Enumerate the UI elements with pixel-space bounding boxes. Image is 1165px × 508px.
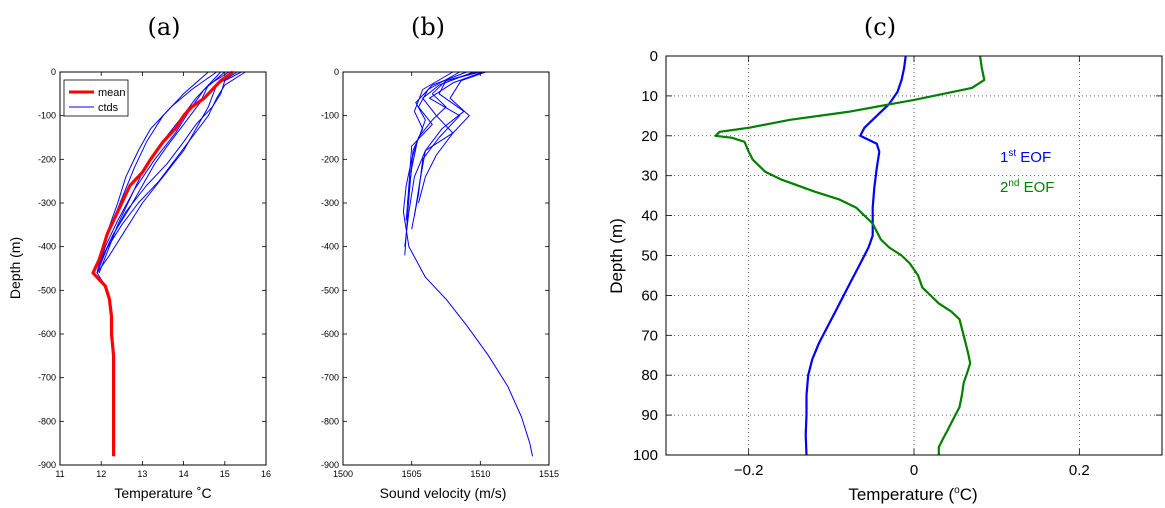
chart-b: 1500 1505 1510 1515 0 -100 -200 -300 -400 -500 -60… bbox=[321, 67, 559, 501]
y-tick-label: 80 bbox=[641, 367, 658, 384]
x-tick-label: 15 bbox=[220, 469, 230, 479]
y-tick-label: -500 bbox=[321, 285, 339, 295]
y-tick-label: -900 bbox=[38, 460, 56, 470]
y-tick-label: 0 bbox=[650, 48, 658, 65]
x-tick-label: −0.2 bbox=[734, 462, 764, 479]
x-tick-label: 13 bbox=[137, 469, 147, 479]
y-tick-label: 100 bbox=[633, 447, 658, 464]
chart-c: −0.2 0 0.2 0 10 20 30 40 50 60 70 80 90 100 Temperatu… bbox=[607, 48, 1163, 504]
y-tick-label: -600 bbox=[38, 329, 56, 339]
series-line-ctds bbox=[96, 71, 242, 274]
y-tick-label: -300 bbox=[38, 198, 56, 208]
series-line-ctds bbox=[404, 71, 454, 256]
annotation-eof1: 1st EOF bbox=[1000, 148, 1051, 166]
series-line-ctds bbox=[96, 71, 226, 274]
y-tick-label: 60 bbox=[641, 287, 658, 304]
chart-a-series bbox=[91, 70, 246, 457]
y-tick-label: -800 bbox=[321, 416, 339, 426]
series-line-ctds bbox=[407, 71, 467, 204]
x-tick-label: 1500 bbox=[333, 469, 353, 479]
x-tick-label: 0 bbox=[910, 462, 918, 479]
y-tick-label: -200 bbox=[38, 154, 56, 164]
series-line-ctds bbox=[96, 71, 246, 274]
legend-box bbox=[63, 79, 129, 117]
annotation-eof2: 2nd EOF bbox=[1000, 178, 1054, 196]
y-tick-label: -600 bbox=[321, 329, 339, 339]
series-line-ctds bbox=[96, 71, 238, 274]
chart-b-ticks: 1500 1505 1510 1515 0 -100 -200 -300 -400 -500 -60… bbox=[321, 67, 559, 479]
y-tick-label: -700 bbox=[38, 373, 56, 383]
y-tick-label: -500 bbox=[38, 285, 56, 295]
y-tick-label: 50 bbox=[641, 248, 658, 265]
chart-b-series bbox=[402, 71, 533, 457]
legend-label-mean: mean bbox=[98, 87, 126, 99]
chart-c-xlabel-sup: o bbox=[954, 485, 960, 496]
chart-b-xlabel: Sound velocity (m/s) bbox=[380, 485, 507, 501]
y-tick-label: -200 bbox=[321, 154, 339, 164]
chart-c-xlabel: Temperature (oC) bbox=[848, 485, 977, 504]
y-tick-label: -900 bbox=[321, 460, 339, 470]
x-tick-label: 1510 bbox=[470, 469, 490, 479]
y-tick-label: -300 bbox=[321, 198, 339, 208]
y-tick-label: 40 bbox=[641, 208, 658, 225]
chart-a-legend: mean ctds bbox=[63, 79, 129, 117]
chart-c-ylabel: Depth (m) bbox=[607, 218, 626, 294]
panel-label-a: (a) bbox=[147, 13, 180, 41]
y-tick-label: -100 bbox=[38, 111, 56, 121]
y-tick-label: 10 bbox=[641, 88, 658, 105]
x-tick-label: 12 bbox=[96, 469, 106, 479]
chart-c-grid bbox=[666, 55, 1162, 456]
y-tick-label: 30 bbox=[641, 168, 658, 185]
x-tick-label: 11 bbox=[55, 469, 64, 479]
x-tick-label: 16 bbox=[261, 469, 271, 479]
y-tick-label: -400 bbox=[321, 242, 339, 252]
chart-c-ticks: −0.2 0 0.2 0 10 20 30 40 50 60 70 80 90 100 bbox=[633, 48, 1162, 479]
panel-label-b: (b) bbox=[411, 13, 445, 41]
y-tick-label: -100 bbox=[321, 111, 339, 121]
series-line-ctds bbox=[404, 71, 474, 247]
x-tick-label: 1515 bbox=[539, 469, 559, 479]
series-line-ctds bbox=[413, 71, 478, 217]
x-tick-label: 14 bbox=[179, 469, 189, 479]
y-tick-label: -800 bbox=[38, 416, 56, 426]
chart-a-ylabel: Depth (m) bbox=[7, 237, 23, 299]
chart-a-ticks: 11 12 13 14 15 16 0 -100 -200 -300 -400 -500 -600 -70… bbox=[38, 67, 271, 479]
y-tick-label: 0 bbox=[51, 67, 56, 77]
y-tick-label: 70 bbox=[641, 327, 658, 344]
x-tick-label: 0.2 bbox=[1069, 462, 1090, 479]
chart-a: 11 12 13 14 15 16 0 -100 -200 -300 -400 -500 -600 -70… bbox=[7, 67, 271, 501]
series-line-2nd-eof bbox=[714, 55, 986, 455]
y-tick-label: 90 bbox=[641, 407, 658, 424]
chart-a-xlabel: Temperature ˚C bbox=[114, 485, 211, 501]
y-tick-label: 20 bbox=[641, 128, 658, 145]
chart-a-axes bbox=[59, 71, 267, 466]
chart-c-series bbox=[714, 55, 986, 456]
panel-label-c: (c) bbox=[864, 13, 896, 41]
y-tick-label: -400 bbox=[38, 242, 56, 252]
legend-label-ctds: ctds bbox=[98, 102, 119, 114]
series-line-mean bbox=[91, 70, 234, 457]
series-line-ctds bbox=[418, 71, 486, 204]
y-tick-label: -700 bbox=[321, 373, 339, 383]
chart-c-xlabel-text: Temperature ( bbox=[848, 485, 954, 504]
chart-b-axes bbox=[342, 71, 550, 466]
y-tick-label: 0 bbox=[334, 67, 339, 77]
x-tick-label: 1505 bbox=[402, 469, 422, 479]
